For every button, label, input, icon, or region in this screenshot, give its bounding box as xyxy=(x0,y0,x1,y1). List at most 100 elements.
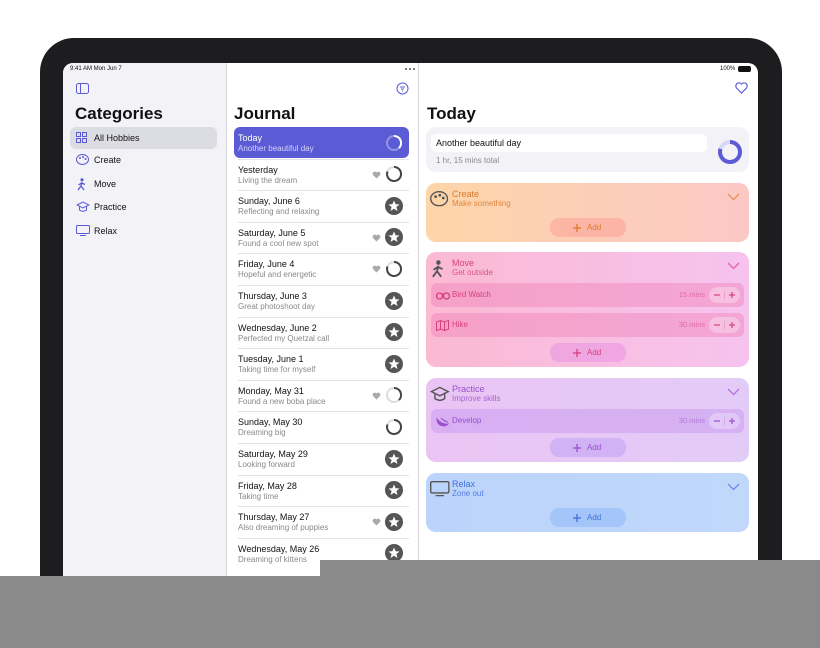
icon-part xyxy=(393,387,403,402)
add-button[interactable] xyxy=(550,218,626,237)
entry-subtitle: Found a cool new spot xyxy=(238,238,319,248)
add-button[interactable] xyxy=(550,508,626,527)
activity-duration: 30 mins xyxy=(678,416,705,425)
icon-part xyxy=(388,295,400,306)
selected-entry[interactable] xyxy=(234,127,409,158)
entry-title[interactable]: Tuesday, June 1 xyxy=(238,354,304,365)
category-name: Relax xyxy=(452,479,476,489)
stepper[interactable] xyxy=(709,287,740,303)
sidebar-item[interactable]: All Hobbies xyxy=(94,133,140,143)
category-name: Practice xyxy=(452,384,485,394)
entry-title[interactable]: Sunday, June 6 xyxy=(238,196,300,207)
icon xyxy=(386,134,403,151)
icon-part xyxy=(79,206,87,212)
selected-row[interactable] xyxy=(70,127,217,149)
add-label[interactable]: Add xyxy=(587,223,602,232)
stepper[interactable] xyxy=(709,317,740,333)
row-divider xyxy=(238,379,409,381)
icon-part xyxy=(76,154,89,165)
icon-part xyxy=(436,292,444,300)
icon-part xyxy=(372,265,381,273)
favorite-button[interactable] xyxy=(735,82,748,94)
icon xyxy=(76,132,87,143)
multitask-dots xyxy=(404,68,416,70)
icon-part xyxy=(436,320,449,331)
icon-part xyxy=(436,417,449,427)
bottom-overlay xyxy=(0,576,820,648)
icon-part xyxy=(76,201,90,209)
icon-part xyxy=(432,265,443,278)
activity-row xyxy=(431,313,744,337)
icon-part xyxy=(76,138,81,143)
icon xyxy=(430,386,450,402)
entry-subtitle: Another beautiful day xyxy=(238,144,314,153)
sidebar-item[interactable]: Relax xyxy=(94,226,118,236)
progress-ring xyxy=(718,140,742,164)
icon-part xyxy=(388,200,400,211)
icon-part xyxy=(84,158,87,160)
icon-part xyxy=(76,132,81,137)
battery-icon xyxy=(738,66,751,72)
row-divider xyxy=(238,348,409,350)
entry-title[interactable]: Monday, May 31 xyxy=(238,385,304,396)
filter-button[interactable] xyxy=(396,82,409,95)
sidebar-item[interactable]: Practice xyxy=(94,202,127,212)
icon-part xyxy=(82,156,84,158)
entry-subtitle: Taking time for myself xyxy=(238,365,316,375)
icon xyxy=(386,387,403,404)
entry-title[interactable]: Friday, June 4 xyxy=(238,259,295,270)
entry-title[interactable]: Today xyxy=(238,133,263,143)
icon-part xyxy=(727,262,740,270)
entry-title[interactable]: Thursday, May 27 xyxy=(238,512,310,523)
sidebar-toggle[interactable] xyxy=(76,83,89,94)
icon xyxy=(436,417,449,427)
entry-title[interactable]: Friday, May 28 xyxy=(238,480,297,491)
sidebar-item[interactable]: Move xyxy=(94,179,117,189)
icon-part xyxy=(396,82,409,95)
entry-title[interactable]: Wednesday, May 26 xyxy=(238,543,320,554)
icon-part xyxy=(82,132,87,137)
icon-part xyxy=(438,193,442,197)
icon-part xyxy=(386,418,403,435)
icon xyxy=(386,418,403,435)
add-label[interactable]: Add xyxy=(587,513,602,522)
entry-title[interactable]: Saturday, May 29 xyxy=(238,449,308,459)
icon-part xyxy=(388,516,400,527)
icon-part xyxy=(430,481,450,494)
icon xyxy=(385,544,403,563)
icon xyxy=(385,196,403,215)
entry-title[interactable]: Sunday, May 30 xyxy=(238,417,303,428)
icon xyxy=(432,260,443,278)
status-battery: 100% xyxy=(720,66,736,72)
icon xyxy=(436,292,450,300)
entry-subtitle: Found a new boba place xyxy=(238,396,326,406)
icon xyxy=(573,223,581,232)
entry-subtitle: Dreaming of kittens xyxy=(238,554,307,564)
entry-title[interactable]: Saturday, June 5 xyxy=(238,227,306,238)
add-label[interactable]: Add xyxy=(587,348,602,357)
icon-part xyxy=(388,326,400,338)
icon-part xyxy=(718,140,742,164)
icon xyxy=(386,260,403,277)
row-divider xyxy=(238,316,409,318)
icon-part xyxy=(388,231,400,243)
note-field[interactable] xyxy=(431,134,707,152)
add-button[interactable] xyxy=(550,343,626,362)
sidebar-item[interactable]: Create xyxy=(94,155,122,165)
stepper[interactable] xyxy=(709,413,740,429)
icon xyxy=(76,201,90,212)
activity-row xyxy=(431,409,744,433)
icon xyxy=(436,320,449,331)
entry-title[interactable]: Yesterday xyxy=(238,164,278,175)
entry-title[interactable]: Thursday, June 3 xyxy=(238,291,307,301)
icon xyxy=(385,291,403,310)
icon xyxy=(372,171,381,179)
icon-part xyxy=(735,82,748,94)
add-button[interactable] xyxy=(550,438,626,457)
add-label[interactable]: Add xyxy=(587,443,602,452)
entry-title[interactable]: Wednesday, June 2 xyxy=(238,322,317,333)
icon-part xyxy=(388,453,400,464)
icon-part xyxy=(77,181,86,191)
icon xyxy=(727,388,740,396)
